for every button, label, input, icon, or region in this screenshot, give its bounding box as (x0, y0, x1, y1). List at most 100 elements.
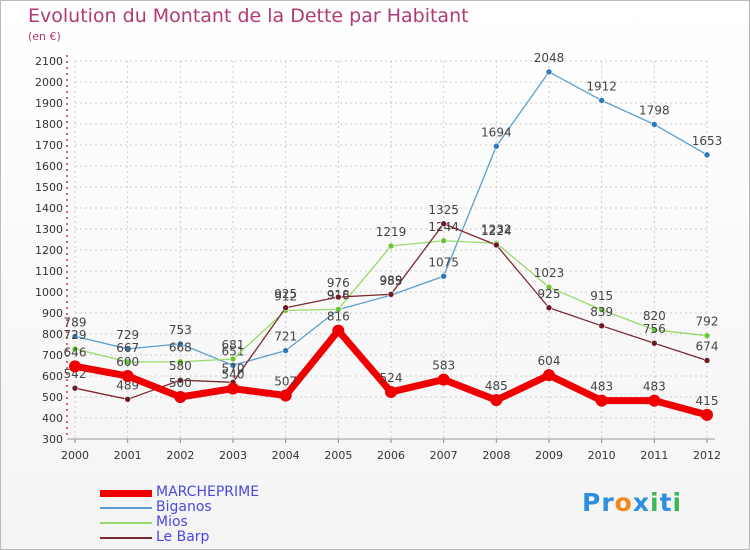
data-point-biganos (71, 333, 79, 340)
data-label-marcheprime: 485 (485, 379, 508, 393)
logo-letter: i (650, 488, 660, 517)
data-point-mios (598, 306, 605, 314)
y-tick-label: 400 (42, 412, 63, 425)
data-point-le-barp (177, 376, 184, 384)
y-tick-label: 300 (42, 433, 63, 446)
chart-unit: (en €) (28, 30, 61, 43)
data-label-marcheprime: 604 (538, 354, 561, 368)
y-tick-label: 1700 (35, 139, 63, 152)
data-point-le-barp (703, 357, 711, 364)
data-label-biganos: 1653 (692, 134, 723, 148)
y-tick-label: 1400 (35, 202, 63, 215)
data-point-marcheprime (174, 391, 187, 403)
x-tick-label: 2000 (61, 449, 89, 462)
data-label-le-barp: 925 (538, 287, 561, 301)
x-tick-label: 2009 (535, 449, 563, 462)
data-label-biganos: 1798 (639, 103, 670, 117)
data-point-mios (651, 326, 658, 334)
data-point-le-barp (440, 220, 447, 228)
y-tick-label: 700 (42, 349, 63, 362)
y-tick-label: 1300 (35, 223, 63, 236)
data-label-biganos: 1912 (586, 79, 617, 93)
data-label-le-barp: 839 (590, 305, 613, 319)
data-point-marcheprime (121, 370, 134, 382)
x-tick-label: 2006 (377, 449, 405, 462)
data-label-le-barp: 674 (696, 339, 719, 353)
data-point-mios (387, 242, 395, 250)
data-point-mios (440, 237, 447, 245)
data-point-biganos (598, 97, 605, 104)
data-point-marcheprime (227, 382, 239, 395)
data-point-le-barp (493, 241, 500, 249)
data-label-mios: 912 (274, 289, 297, 303)
data-point-mios (545, 283, 553, 291)
legend-swatch (100, 522, 152, 524)
data-point-biganos (493, 142, 500, 150)
data-label-marcheprime: 600 (116, 355, 139, 369)
legend-swatch (100, 507, 152, 509)
data-label-marcheprime: 540 (222, 368, 245, 382)
data-label-mios: 1232 (481, 222, 512, 236)
x-tick-label: 2008 (482, 449, 510, 462)
data-point-marcheprime (279, 389, 292, 402)
x-tick-label: 2010 (588, 449, 616, 462)
data-point-marcheprime (543, 369, 555, 382)
data-label-marcheprime: 646 (64, 345, 87, 359)
x-tick-label: 2011 (640, 449, 668, 462)
chart-title: Evolution du Montant de la Dette par Hab… (28, 5, 469, 27)
data-point-marcheprime (69, 360, 81, 373)
y-tick-label: 1600 (35, 160, 63, 173)
legend-swatch (100, 537, 152, 539)
data-point-mios (177, 358, 184, 366)
data-label-le-barp: 989 (380, 273, 403, 287)
data-point-marcheprime (648, 394, 661, 407)
data-label-biganos: 729 (116, 328, 139, 342)
data-label-marcheprime: 483 (643, 380, 666, 394)
y-tick-label: 1500 (35, 181, 63, 194)
y-tick-label: 1000 (35, 286, 63, 299)
legend-label: Mios (156, 514, 188, 530)
data-point-mios (703, 332, 711, 339)
legend-label: Biganos (156, 499, 212, 515)
y-tick-label: 1100 (35, 265, 63, 278)
data-point-biganos (282, 347, 289, 354)
data-label-marcheprime: 524 (380, 371, 403, 385)
data-point-biganos (229, 361, 237, 369)
data-label-biganos: 1075 (428, 255, 459, 269)
x-tick-label: 2004 (272, 449, 300, 462)
data-point-le-barp (71, 384, 79, 392)
y-tick-label: 600 (42, 370, 63, 383)
data-label-biganos: 985 (380, 274, 403, 288)
legend-swatch (100, 489, 152, 497)
data-point-marcheprime (332, 324, 345, 337)
data-point-mios (124, 358, 131, 366)
data-point-le-barp (598, 322, 605, 330)
data-label-le-barp: 1325 (428, 203, 459, 217)
data-label-marcheprime: 500 (169, 376, 192, 390)
data-point-le-barp (282, 304, 289, 312)
data-label-mios: 1023 (534, 266, 565, 280)
data-label-biganos: 753 (169, 323, 192, 337)
data-label-mios: 915 (590, 289, 613, 303)
logo-letter: P (582, 488, 602, 517)
data-label-mios: 667 (116, 341, 139, 355)
data-label-le-barp: 976 (327, 276, 350, 290)
data-label-le-barp: 925 (274, 287, 297, 301)
data-point-biganos (545, 68, 553, 76)
data-label-le-barp: 756 (643, 322, 666, 336)
x-tick-label: 2001 (114, 449, 142, 462)
x-tick-label: 2005 (324, 449, 352, 462)
data-point-biganos (440, 272, 447, 280)
data-label-marcheprime: 507 (274, 375, 297, 389)
data-point-le-barp (124, 396, 131, 403)
y-tick-label: 1900 (35, 97, 63, 110)
legend-label: Le Barp (156, 529, 210, 545)
data-point-le-barp (545, 304, 553, 312)
data-point-mios (335, 305, 342, 313)
data-label-mios: 729 (64, 328, 87, 342)
data-point-biganos (651, 121, 658, 128)
data-label-le-barp: 580 (169, 359, 192, 373)
data-label-le-barp: 1224 (481, 224, 512, 238)
